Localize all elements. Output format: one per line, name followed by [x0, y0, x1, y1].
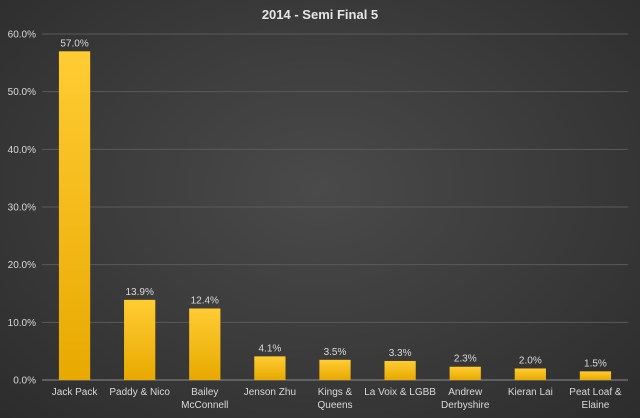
- x-category-label: Kings & Queens: [317, 387, 352, 411]
- x-category-label: Jack Pack: [52, 387, 99, 398]
- data-labels: 57.0% 13.9% 12.4% 4.1% 3.5% 3.3% 2.3% 2.0% 1.5%: [60, 38, 607, 369]
- x-category-label: Bailey McConnell: [181, 387, 228, 411]
- data-label: 2.3%: [454, 354, 477, 365]
- x-category-line: Jenson Zhu: [244, 387, 296, 398]
- bar: [514, 368, 546, 380]
- data-label: 12.4%: [191, 295, 219, 306]
- x-category-line: Derbyshire: [441, 400, 490, 411]
- x-category-line: Kings &: [318, 387, 353, 398]
- y-tick-label: 60.0%: [8, 30, 36, 41]
- y-axis-ticks: 0.0% 10.0% 20.0% 30.0% 40.0% 50.0% 60.0%: [8, 30, 36, 387]
- data-label: 3.5%: [324, 347, 347, 358]
- bar: [449, 366, 481, 380]
- chart-title: 2014 - Semi Final 5: [262, 7, 378, 22]
- x-category-line: Jack Pack: [52, 387, 99, 398]
- y-tick-label: 40.0%: [8, 145, 36, 156]
- x-category-line: Queens: [317, 400, 352, 411]
- y-tick-label: 20.0%: [8, 260, 36, 271]
- x-category-line: Andrew: [448, 387, 483, 398]
- bar: [254, 356, 286, 380]
- bar: [58, 51, 91, 381]
- x-category-label: Jenson Zhu: [244, 387, 296, 398]
- x-category-line: Paddy & Nico: [109, 387, 170, 398]
- x-category-line: Kieran Lai: [508, 387, 553, 398]
- data-label: 1.5%: [584, 358, 607, 369]
- data-label: 3.3%: [389, 348, 412, 359]
- x-category-label: Paddy & Nico: [109, 387, 170, 398]
- x-category-label: Kieran Lai: [508, 387, 553, 398]
- x-category-line: La Voix & LGBB: [364, 387, 436, 398]
- data-label: 13.9%: [125, 287, 153, 298]
- bar: [579, 371, 612, 380]
- bar: [384, 360, 416, 380]
- x-category-label: La Voix & LGBB: [364, 387, 436, 398]
- y-tick-label: 10.0%: [8, 318, 36, 329]
- x-category-line: Elaine: [582, 400, 610, 411]
- x-category-line: Peat Loaf &: [569, 387, 622, 398]
- bar: [189, 308, 221, 380]
- x-category-label: Andrew Derbyshire: [441, 387, 490, 411]
- data-label: 4.1%: [258, 343, 281, 354]
- x-category-line: Bailey: [191, 387, 218, 398]
- x-category-label: Peat Loaf & Elaine: [569, 387, 622, 411]
- data-label: 57.0%: [60, 38, 88, 49]
- bar: [319, 359, 351, 380]
- y-tick-label: 0.0%: [13, 376, 36, 387]
- bars: [58, 51, 612, 381]
- data-label: 2.0%: [519, 355, 542, 366]
- y-tick-label: 50.0%: [8, 87, 36, 98]
- y-tick-label: 30.0%: [8, 203, 36, 214]
- x-axis-categories: Jack Pack Paddy & Nico Bailey McConnell Jens…: [52, 387, 622, 411]
- x-category-line: McConnell: [181, 400, 228, 411]
- bar: [124, 299, 156, 380]
